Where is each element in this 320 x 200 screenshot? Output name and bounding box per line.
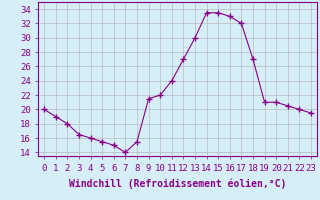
X-axis label: Windchill (Refroidissement éolien,°C): Windchill (Refroidissement éolien,°C): [69, 178, 286, 189]
